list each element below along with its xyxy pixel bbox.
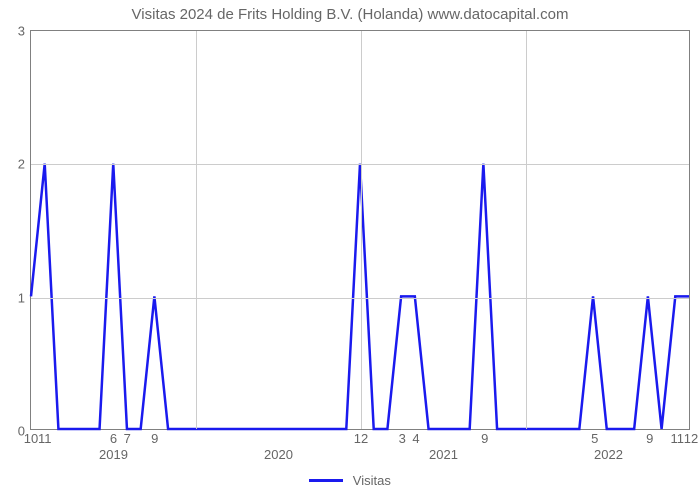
x-tick-minor: 6 <box>110 431 117 446</box>
x-tick-minor: 7 <box>124 431 131 446</box>
x-tick-minor: 11 <box>38 431 52 446</box>
x-tick-major: 2022 <box>594 447 623 462</box>
x-tick-major: 2019 <box>99 447 128 462</box>
legend-swatch <box>309 479 343 482</box>
vgrid <box>526 31 527 429</box>
x-tick-minor: 11 <box>671 431 685 446</box>
x-tick-major: 2020 <box>264 447 293 462</box>
x-tick-minor: 12 <box>354 431 368 446</box>
x-tick-minor: 5 <box>591 431 598 446</box>
chart-container: Visitas 2024 de Frits Holding B.V. (Hola… <box>0 0 700 500</box>
x-tick-major: 2021 <box>429 447 458 462</box>
x-tick-minor: 12 <box>684 431 698 446</box>
x-tick-minor: 9 <box>481 431 488 446</box>
y-tick-label: 3 <box>18 24 25 39</box>
y-tick-label: 1 <box>18 290 25 305</box>
legend-label: Visitas <box>353 473 391 488</box>
vgrid <box>361 31 362 429</box>
x-tick-minor: 3 <box>399 431 406 446</box>
series-line <box>31 164 689 429</box>
y-tick-label: 2 <box>18 157 25 172</box>
vgrid <box>196 31 197 429</box>
chart-title: Visitas 2024 de Frits Holding B.V. (Hola… <box>0 6 700 23</box>
x-tick-minor: 9 <box>151 431 158 446</box>
hgrid <box>31 164 689 165</box>
x-tick-minor: 9 <box>646 431 653 446</box>
x-tick-minor: 10 <box>24 431 38 446</box>
legend: Visitas <box>0 472 700 488</box>
line-layer <box>31 31 689 429</box>
x-tick-minor: 4 <box>412 431 419 446</box>
hgrid <box>31 298 689 299</box>
plot-area: 01231011679123495911122019202020212022 <box>30 30 690 430</box>
